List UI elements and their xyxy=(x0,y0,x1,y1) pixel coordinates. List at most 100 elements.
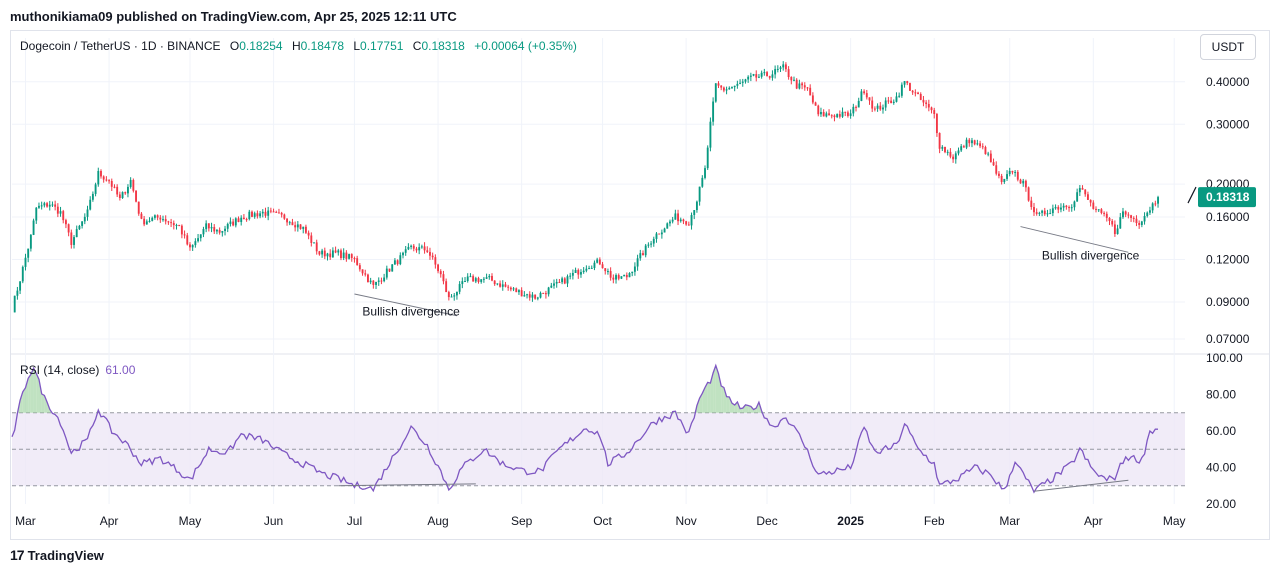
candle-body xyxy=(485,277,488,279)
candle xyxy=(844,111,847,117)
candle xyxy=(666,222,669,229)
candle xyxy=(766,70,768,77)
candle-body xyxy=(1070,207,1073,209)
candle xyxy=(1092,200,1095,210)
candle xyxy=(553,279,555,289)
candle xyxy=(504,281,507,288)
candle-body xyxy=(997,173,1000,176)
candle-body xyxy=(547,287,550,295)
candle-body xyxy=(48,204,51,207)
candle-body xyxy=(992,162,995,166)
candle-body xyxy=(814,102,817,106)
candle xyxy=(674,209,677,220)
candle xyxy=(221,230,224,237)
candle-body xyxy=(989,153,992,163)
candle-body xyxy=(342,252,345,259)
candle-body xyxy=(480,279,483,282)
rsi-overbought-fill xyxy=(33,368,37,413)
candle-body xyxy=(1097,209,1100,211)
candle xyxy=(1138,220,1141,229)
candle-body xyxy=(1014,171,1017,173)
candle-body xyxy=(1027,187,1030,201)
candle-body xyxy=(1057,207,1060,210)
candle xyxy=(795,78,798,90)
candle-body xyxy=(1100,209,1103,213)
candle-body xyxy=(844,111,847,113)
candle-body xyxy=(515,288,518,293)
candle xyxy=(1041,209,1044,217)
candle xyxy=(388,268,391,273)
candle-body xyxy=(294,225,297,228)
candle xyxy=(1105,211,1108,222)
candle-body xyxy=(137,201,140,214)
rsi-overbought-fill xyxy=(707,382,711,413)
candle xyxy=(369,277,372,285)
candle-body xyxy=(526,294,528,296)
candle-body xyxy=(13,295,16,313)
candle xyxy=(747,75,750,83)
rsi-overbought-fill xyxy=(726,396,730,413)
candle xyxy=(148,217,151,223)
candle-body xyxy=(863,91,866,94)
candle-body xyxy=(806,87,809,89)
candle-body xyxy=(558,282,561,284)
candle-body xyxy=(811,95,814,103)
rsi-band-layer xyxy=(12,412,1185,487)
candle xyxy=(345,250,348,262)
candle xyxy=(350,253,353,262)
footer-brand[interactable]: 17 TradingView xyxy=(10,547,104,563)
candle-body xyxy=(388,268,391,272)
candle xyxy=(13,295,16,313)
candle xyxy=(429,247,431,260)
candle xyxy=(598,257,601,266)
candle xyxy=(617,273,620,281)
candle xyxy=(70,229,73,249)
time-tick-label: Dec xyxy=(756,514,777,528)
candle-body xyxy=(609,271,612,278)
candle-body xyxy=(393,260,396,265)
candle-body xyxy=(426,250,429,252)
candle xyxy=(334,246,337,254)
candle-layer xyxy=(13,61,1159,313)
candle-body xyxy=(272,211,275,213)
candle xyxy=(113,184,116,189)
candle xyxy=(739,79,742,85)
candle-body xyxy=(895,96,898,102)
candle-body xyxy=(952,156,955,160)
chart-frame xyxy=(10,30,1270,540)
candle-body xyxy=(725,89,728,91)
candle-body xyxy=(1140,221,1143,225)
candle-body xyxy=(1016,171,1019,180)
candle-body xyxy=(919,94,922,100)
candle-body xyxy=(987,153,990,155)
candle xyxy=(852,103,855,117)
candle-body xyxy=(518,290,520,293)
candle xyxy=(1103,211,1106,217)
candle xyxy=(693,209,696,220)
candle xyxy=(558,278,561,284)
candle xyxy=(183,230,186,239)
candle xyxy=(1011,170,1014,175)
candle xyxy=(137,201,140,216)
currency-button[interactable]: USDT xyxy=(1200,34,1256,60)
candle-body xyxy=(453,295,456,297)
candle-body xyxy=(172,223,175,226)
candle xyxy=(127,184,129,198)
candle-body xyxy=(828,113,830,116)
candle xyxy=(1140,220,1143,228)
candle xyxy=(27,248,30,263)
symbol-legend: Dogecoin / TetherUS · 1D · BINANCE O0.18… xyxy=(20,39,577,53)
rsi-overbought-fill xyxy=(731,403,735,413)
candle-body xyxy=(315,242,318,252)
candle xyxy=(868,97,871,105)
candle xyxy=(364,269,367,277)
candle xyxy=(248,209,251,221)
candle-body xyxy=(830,115,833,117)
candle xyxy=(774,65,777,79)
candle xyxy=(547,286,550,297)
candle-body xyxy=(531,294,534,298)
candle xyxy=(213,224,216,234)
candle-body xyxy=(24,257,27,267)
candle-body xyxy=(455,291,458,296)
